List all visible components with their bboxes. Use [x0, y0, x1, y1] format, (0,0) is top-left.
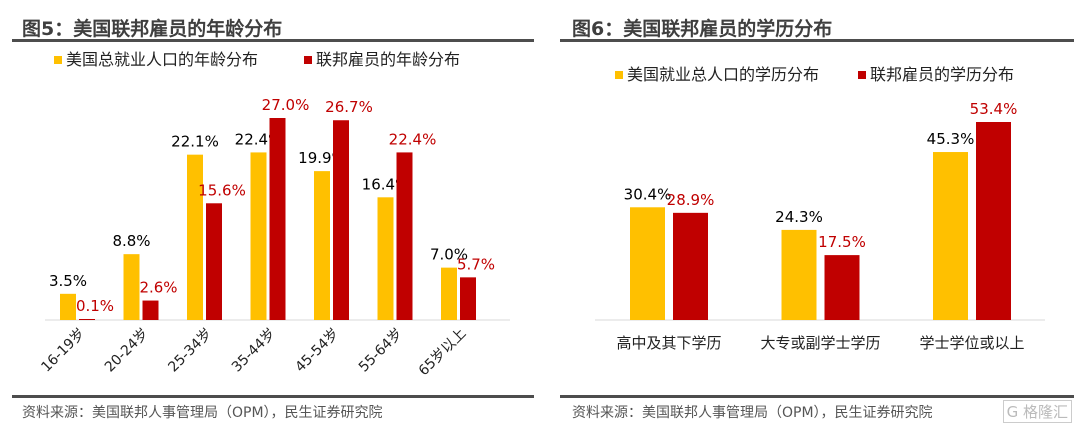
data-label: 5.7%: [457, 255, 495, 273]
bar-federal: [824, 255, 860, 320]
data-label: 26.7%: [325, 98, 373, 116]
bar-total: [123, 254, 140, 320]
bar-total: [60, 293, 76, 320]
bar-federal: [976, 122, 1011, 320]
age-chart: 美国总就业人口的年龄分布 联邦雇员的年龄分布 3.5% 0.1% 16-19岁 8.8% 2…: [38, 50, 510, 380]
legend-label: 联邦雇员的年龄分布: [316, 50, 460, 69]
data-label: 30.4%: [624, 185, 672, 203]
x-tick-label: 16-19岁: [38, 326, 88, 376]
legend-swatch: [615, 71, 623, 79]
x-tick-label: 大专或副学士学历: [760, 334, 880, 352]
chart-title: 图6：美国联邦雇员的学历分布: [572, 18, 833, 40]
data-label: 53.4%: [970, 100, 1018, 118]
bar-total: [781, 229, 817, 320]
data-label: 27.0%: [262, 96, 310, 114]
data-label: 45.3%: [927, 130, 975, 148]
bar-federal: [460, 277, 476, 320]
data-label: 8.8%: [112, 232, 150, 250]
data-label: 7.0%: [430, 246, 468, 264]
chart-title: 图5：美国联邦雇员的年龄分布: [22, 18, 283, 40]
data-label: 24.3%: [775, 208, 823, 226]
legend-swatch: [54, 56, 62, 64]
data-label: 22.4%: [389, 130, 437, 148]
x-tick-label: 学士学位或以上: [919, 334, 1024, 352]
footer-divider: [12, 395, 534, 398]
bar-total: [630, 207, 665, 320]
x-tick-label: 65岁以上: [416, 326, 470, 380]
source-note: 资料来源：美国联邦人事管理局（OPM），民生证券研究院: [22, 405, 383, 421]
bar-total: [377, 197, 394, 320]
bar-federal: [142, 300, 159, 320]
x-tick-label: 高中及其下学历: [616, 334, 721, 352]
title-divider: [560, 39, 1074, 42]
bar-total: [314, 171, 330, 320]
data-label: 3.5%: [49, 272, 87, 290]
bar-total: [933, 152, 968, 320]
title-divider: [12, 39, 534, 42]
bar-federal: [673, 212, 708, 320]
x-tick-label: 55-64岁: [356, 326, 406, 376]
source-note: 资料来源：美国联邦人事管理局（OPM），民生证券研究院: [572, 405, 933, 421]
data-label: 28.9%: [667, 191, 715, 209]
legend-swatch: [858, 71, 866, 79]
watermark-logo: G 格隆汇: [1002, 400, 1072, 423]
legend-label: 联邦雇员的学历分布: [870, 65, 1014, 84]
bar-federal: [333, 120, 349, 320]
bar-federal: [396, 152, 413, 320]
bar-total: [250, 152, 267, 320]
x-tick-label: 25-34岁: [165, 326, 215, 376]
data-label: 22.1%: [171, 133, 219, 151]
bar-total: [187, 154, 203, 320]
education-chart: 美国就业总人口的学历分布 联邦雇员的学历分布 30.4%28.9% 高中及其下学历 24…: [595, 65, 1045, 352]
education-chart-panel: 图6：美国联邦雇员的学历分布 美国就业总人口的学历分布 联邦雇员的学历分布 30.4…: [560, 0, 1080, 427]
bar-total: [441, 267, 457, 320]
footer-divider: [560, 395, 1074, 398]
x-tick-label: 35-44岁: [229, 326, 279, 376]
data-label: 0.1%: [76, 297, 114, 315]
legend-label: 美国就业总人口的学历分布: [627, 65, 819, 84]
legend-swatch: [304, 56, 312, 64]
bar-federal: [269, 118, 286, 320]
x-tick-label: 20-24岁: [102, 326, 152, 376]
bar-federal: [79, 319, 95, 320]
data-label: 2.6%: [139, 279, 177, 297]
data-label: 17.5%: [818, 233, 866, 251]
legend-label: 美国总就业人口的年龄分布: [66, 50, 258, 69]
x-tick-label: 45-54岁: [292, 326, 342, 376]
age-chart-panel: 图5：美国联邦雇员的年龄分布 美国总就业人口的年龄分布 联邦雇员的年龄分布 3.5%…: [12, 18, 534, 421]
data-label: 15.6%: [198, 181, 246, 199]
bar-federal: [206, 203, 222, 320]
